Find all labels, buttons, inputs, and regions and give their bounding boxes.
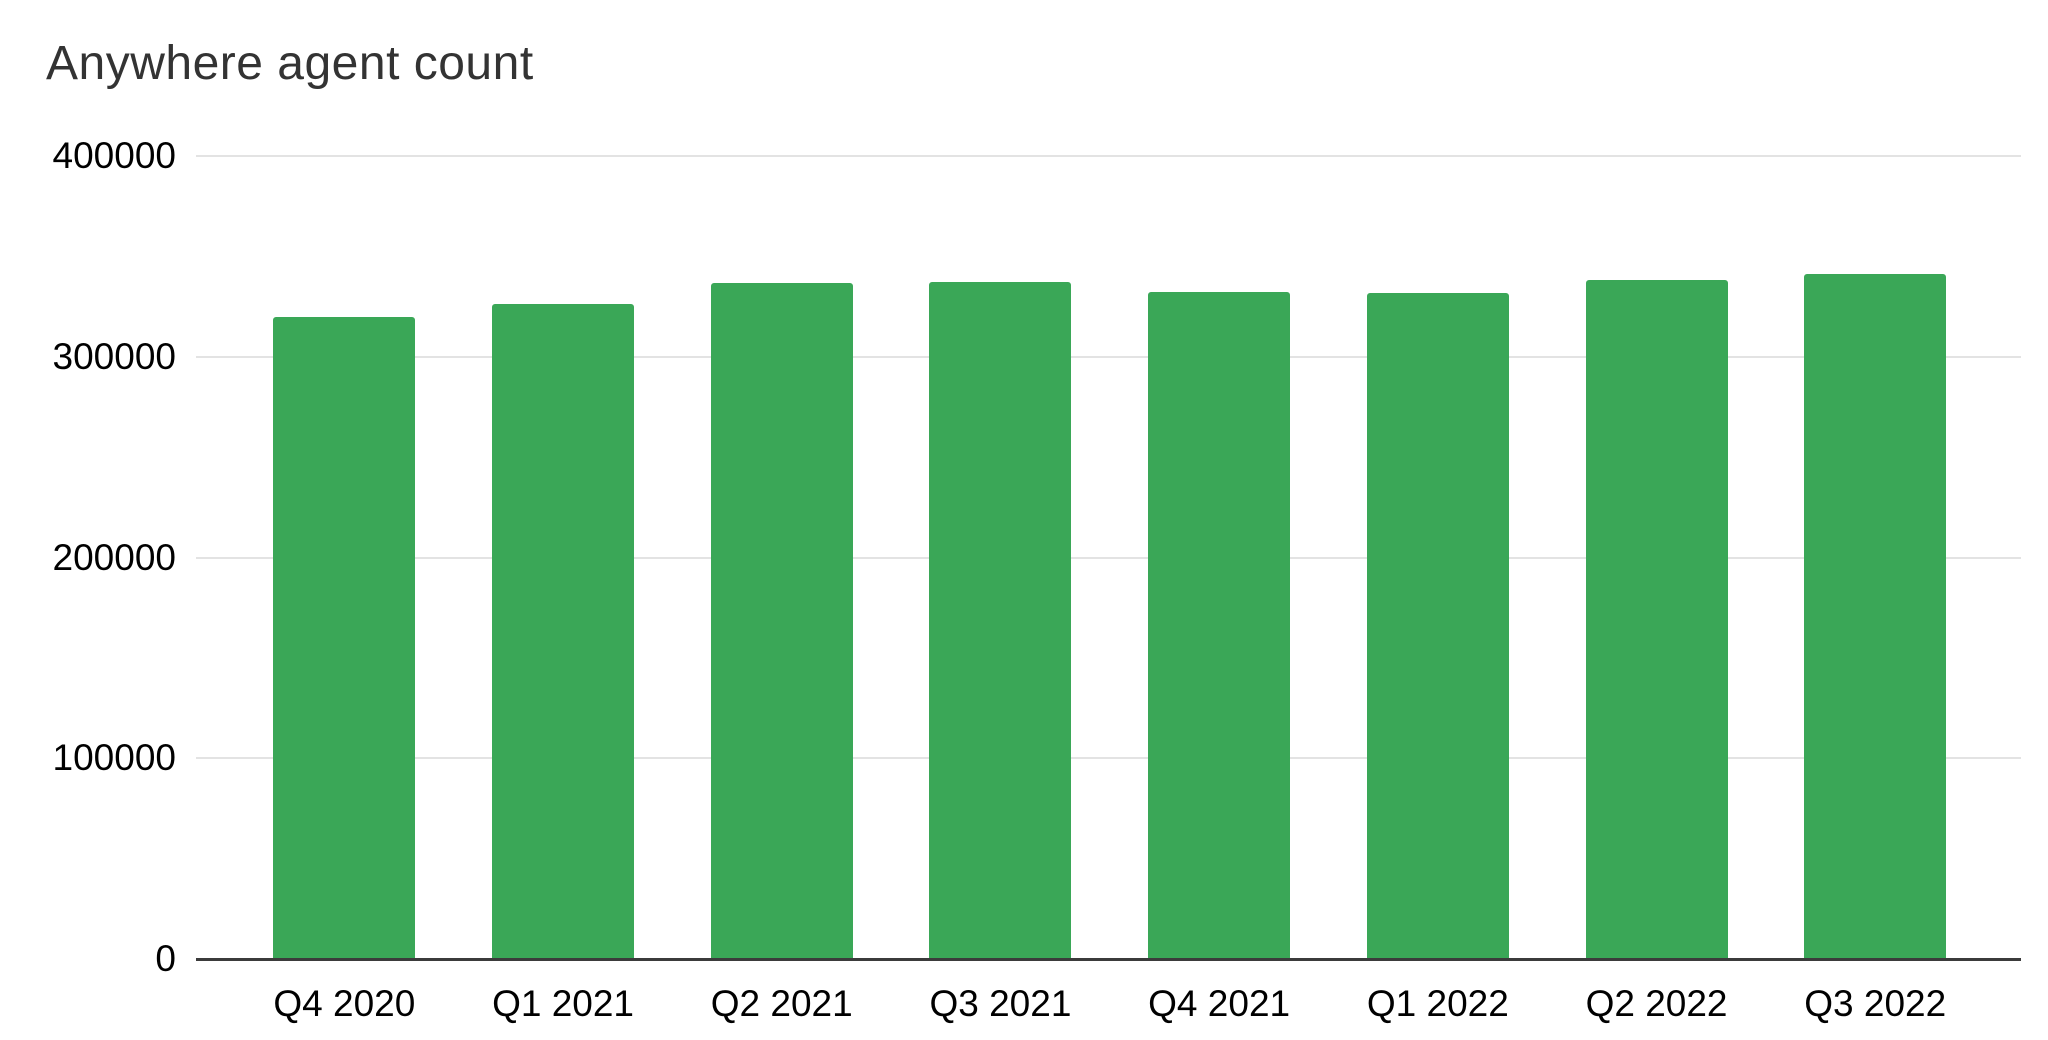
gridline bbox=[196, 556, 2021, 559]
chart-title: Anywhere agent count bbox=[46, 37, 534, 90]
bar-q2-2022[interactable] bbox=[1585, 280, 1728, 959]
y-axis-tick-label: 200000 bbox=[52, 536, 176, 578]
bar-q3-2021[interactable] bbox=[929, 282, 1072, 959]
x-axis-tick-label: Q2 2022 bbox=[1585, 983, 1728, 1024]
x-axis-tick-label: Q4 2020 bbox=[273, 983, 416, 1024]
x-axis-tick-label: Q1 2021 bbox=[492, 983, 635, 1024]
bar-q4-2020[interactable] bbox=[273, 316, 416, 959]
x-axis-tick-label: Q3 2021 bbox=[929, 983, 1072, 1024]
x-axis-tick-label: Q1 2022 bbox=[1366, 983, 1509, 1024]
x-axis-tick-label: Q4 2021 bbox=[1148, 983, 1291, 1024]
gridline bbox=[196, 155, 2021, 157]
bar-q2-2021[interactable] bbox=[710, 283, 853, 959]
x-axis-tick-label: Q2 2021 bbox=[710, 983, 853, 1024]
gridline bbox=[196, 757, 2021, 760]
bar-q1-2021[interactable] bbox=[492, 303, 635, 959]
y-axis-tick-label: 300000 bbox=[52, 335, 176, 377]
bar-q4-2021[interactable] bbox=[1148, 291, 1291, 959]
y-axis-tick-label: 0 bbox=[155, 938, 176, 979]
y-axis-tick-label: 100000 bbox=[52, 737, 176, 779]
x-axis-tick-label: Q3 2022 bbox=[1804, 983, 1947, 1024]
bar-q1-2022[interactable] bbox=[1366, 292, 1509, 959]
y-axis-tick-label: 400000 bbox=[52, 135, 176, 176]
x-axis-line bbox=[196, 958, 2021, 961]
gridline bbox=[196, 355, 2021, 358]
bar-q3-2022[interactable] bbox=[1804, 274, 1947, 959]
